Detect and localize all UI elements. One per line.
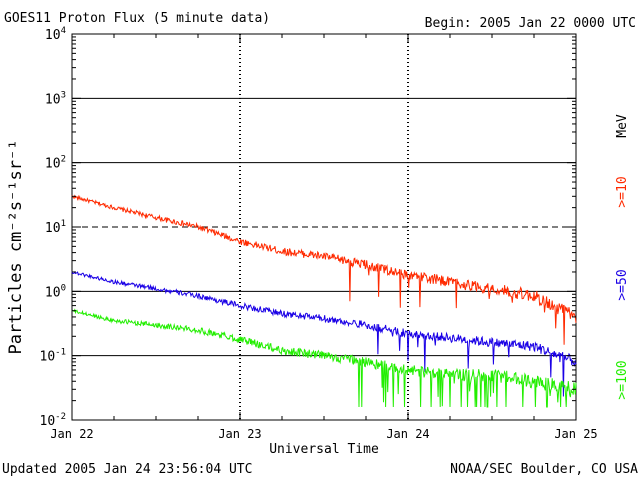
updated-timestamp: Updated 2005 Jan 24 23:56:04 UTC <box>2 462 252 477</box>
chart-title: GOES11 Proton Flux (5 minute data) <box>4 11 270 26</box>
unit-label: MeV <box>615 114 630 138</box>
x-tick-label: Jan 23 <box>218 427 261 441</box>
y-tick-label: 10-2 <box>40 412 67 429</box>
series-line-100mev <box>71 308 577 408</box>
legend-series-10mev: >=10 <box>615 176 630 207</box>
x-axis-label: Universal Time <box>269 442 379 457</box>
y-tick-label: 103 <box>45 90 66 107</box>
credit-label: NOAA/SEC Boulder, CO USA <box>450 462 638 477</box>
legend-series-50mev: >=50 <box>615 269 630 300</box>
series-layer <box>71 194 577 408</box>
begin-time-label: Begin: 2005 Jan 22 0000 UTC <box>425 16 636 31</box>
x-tick-label: Jan 24 <box>386 427 429 441</box>
series-line-10mev <box>71 194 577 345</box>
y-tick-label: 102 <box>45 155 66 172</box>
series-line-50mev <box>71 271 577 397</box>
x-tick-label: Jan 22 <box>50 427 93 441</box>
y-axis-label: Particles cm⁻²s⁻¹sr⁻¹ <box>6 140 26 355</box>
x-tick-label: Jan 25 <box>554 427 597 441</box>
y-tick-label: 10-1 <box>40 348 67 365</box>
y-tick-label: 100 <box>45 283 66 300</box>
axis-layer: Jan 22 Jan 23 Jan 24 Jan 25 10-2 10-1 100 101 10… <box>40 26 598 441</box>
grid-layer <box>72 34 576 420</box>
legend-series-100mev: >=100 <box>615 360 630 399</box>
y-tick-label: 101 <box>45 219 66 236</box>
y-tick-label: 104 <box>45 26 66 43</box>
